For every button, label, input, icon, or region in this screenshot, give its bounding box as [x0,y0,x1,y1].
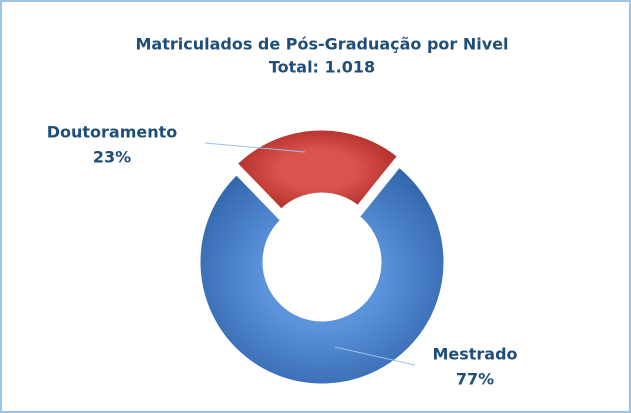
chart-title: Matriculados de Pós-Graduação por Nivel [135,35,508,54]
value-label: 77% [456,370,494,389]
chart-subtitle: Total: 1.018 [269,58,375,77]
leader-line [334,346,416,366]
value-label: 23% [93,148,131,167]
slice-label: Doutoramento [47,123,178,142]
donut-slice [197,164,447,387]
slice-label: Mestrado [432,345,517,364]
leader-line [204,142,306,153]
